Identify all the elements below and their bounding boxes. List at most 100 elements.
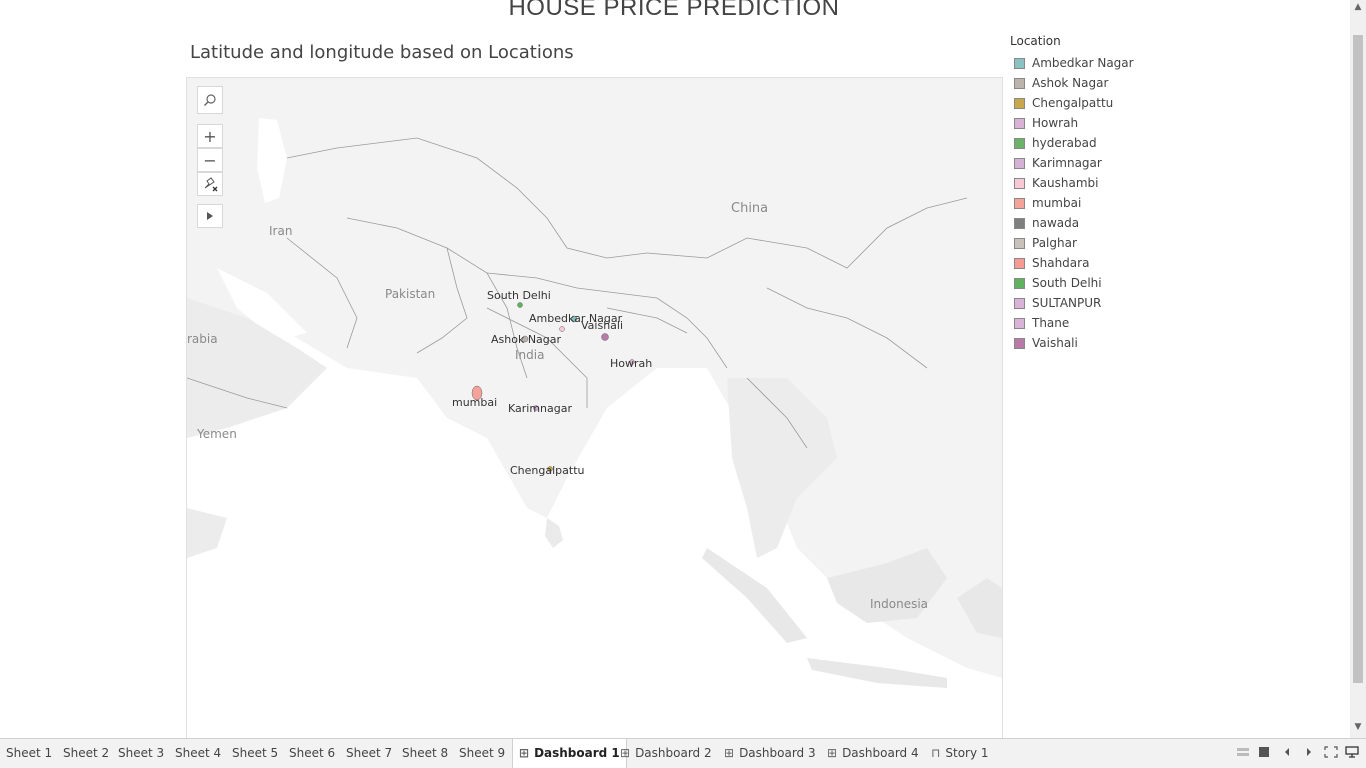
- country-label-pakistan: Pakistan: [385, 287, 436, 301]
- show-sheet-sorter-icon[interactable]: [1236, 746, 1250, 761]
- zoom-out-button[interactable]: −: [197, 148, 223, 172]
- legend-item[interactable]: Thane: [1010, 313, 1340, 333]
- tab-label: Sheet 8: [402, 746, 449, 760]
- tab-sheet-7[interactable]: Sheet 7: [340, 739, 398, 768]
- zoom-in-button[interactable]: +: [197, 124, 223, 148]
- legend-item[interactable]: Howrah: [1010, 113, 1340, 133]
- show-filmstrip-icon[interactable]: [1258, 746, 1270, 761]
- tab-sheet-9[interactable]: Sheet 9: [453, 739, 511, 768]
- legend-label: Kaushambi: [1032, 176, 1099, 190]
- location-label-howrah: Howrah: [610, 357, 653, 370]
- country-label-indonesia: Indonesia: [870, 597, 929, 611]
- legend-item[interactable]: Chengalpattu: [1010, 93, 1340, 113]
- presentation-mode-icon[interactable]: [1345, 746, 1359, 761]
- tab-dashboard-3[interactable]: ⊞ Dashboard 3: [718, 739, 822, 768]
- legend-label: Thane: [1032, 316, 1070, 330]
- legend-swatch: [1014, 257, 1025, 269]
- location-label-mumbai: mumbai: [452, 396, 498, 409]
- legend-swatch: [1014, 277, 1025, 289]
- tab-label: Sheet 3: [118, 746, 165, 760]
- tab-label: Sheet 1: [6, 746, 53, 760]
- tab-dashboard-2[interactable]: ⊞ Dashboard 2: [614, 739, 718, 768]
- tab-dashboard-4[interactable]: ⊞ Dashboard 4: [821, 739, 925, 768]
- legend-swatch: [1014, 217, 1025, 229]
- legend-item[interactable]: Ambedkar Nagar: [1010, 53, 1340, 73]
- tab-label: Dashboard 2: [635, 746, 712, 760]
- map-toolbar: + −: [197, 86, 223, 228]
- sheet-title: Latitude and longitude based on Location…: [190, 42, 574, 63]
- scroll-thumb[interactable]: [1353, 35, 1363, 683]
- legend-item[interactable]: South Delhi: [1010, 273, 1340, 293]
- next-sheet-icon[interactable]: [1305, 746, 1313, 761]
- location-label-ambedkar-nagar: Ambedkar Nagar: [529, 312, 623, 325]
- tab-sheet-3[interactable]: Sheet 3: [112, 739, 170, 768]
- tab-sheet-8[interactable]: Sheet 8: [396, 739, 454, 768]
- legend-label: Shahdara: [1032, 256, 1090, 270]
- previous-sheet-icon[interactable]: [1283, 746, 1291, 761]
- legend-item[interactable]: mumbai: [1010, 193, 1340, 213]
- location-label-vaishali: Vaishali: [581, 319, 624, 332]
- legend-item[interactable]: Kaushambi: [1010, 173, 1340, 193]
- tab-label: Dashboard 1: [534, 746, 620, 760]
- tab-label: Sheet 6: [289, 746, 336, 760]
- location-label-karimnagar: Karimnagar: [508, 402, 573, 415]
- tab-label: Dashboard 3: [739, 746, 816, 760]
- tab-label: Dashboard 4: [842, 746, 919, 760]
- legend-swatch: [1014, 177, 1025, 189]
- legend-swatch: [1014, 137, 1025, 149]
- dashboard-icon: ⊞: [519, 746, 530, 760]
- map-view[interactable]: China Iran Pakistan India rabia Yemen In…: [186, 77, 1003, 739]
- location-label-chengalpattu: Chengalpattu: [510, 464, 585, 477]
- magnifier-icon[interactable]: [197, 86, 223, 114]
- legend-item[interactable]: Shahdara: [1010, 253, 1340, 273]
- tab-label: Sheet 5: [232, 746, 279, 760]
- scroll-down-icon[interactable]: ▼: [1354, 722, 1362, 732]
- legend-swatch: [1014, 97, 1025, 109]
- tab-story-1[interactable]: ⊓ Story 1: [925, 739, 995, 768]
- legend-item[interactable]: SULTANPUR: [1010, 293, 1340, 313]
- fullscreen-icon[interactable]: [1324, 746, 1338, 761]
- legend-label: mumbai: [1032, 196, 1082, 210]
- legend-swatch: [1014, 197, 1025, 209]
- tab-label: Story 1: [945, 746, 989, 760]
- sheet-tab-bar: Sheet 1 Sheet 2 Sheet 3 Sheet 4 Sheet 5 Sheet…: [0, 738, 1366, 768]
- legend-label: Ambedkar Nagar: [1032, 56, 1134, 70]
- tab-sheet-1[interactable]: Sheet 1: [0, 739, 58, 768]
- tab-sheet-4[interactable]: Sheet 4: [169, 739, 227, 768]
- country-label-india: India: [515, 348, 545, 362]
- tab-label: Sheet 7: [346, 746, 393, 760]
- unpin-icon[interactable]: [197, 172, 223, 196]
- legend-swatch: [1014, 297, 1025, 309]
- legend-swatch: [1014, 57, 1025, 69]
- legend-label: Chengalpattu: [1032, 96, 1114, 110]
- legend-swatch: [1014, 157, 1025, 169]
- tab-sheet-2[interactable]: Sheet 2: [57, 739, 115, 768]
- country-label-china: China: [731, 201, 769, 216]
- legend-item[interactable]: Ashok Nagar: [1010, 73, 1340, 93]
- tab-sheet-6[interactable]: Sheet 6: [283, 739, 341, 768]
- legend-label: SULTANPUR: [1032, 296, 1102, 310]
- story-icon: ⊓: [931, 746, 941, 760]
- location-label-ashok-nagar: Ashok Nagar: [491, 333, 562, 346]
- dashboard-title: HOUSE PRICE PREDICTION: [508, 0, 840, 21]
- tab-dashboard-1[interactable]: ⊞ Dashboard 1: [512, 739, 627, 768]
- country-label-iran: Iran: [269, 224, 293, 238]
- legend-item[interactable]: hyderabad: [1010, 133, 1340, 153]
- legend-item[interactable]: Palghar: [1010, 233, 1340, 253]
- vertical-scrollbar[interactable]: ▲ ▼: [1350, 0, 1366, 738]
- scroll-up-icon[interactable]: ▲: [1354, 2, 1362, 12]
- legend-label: Vaishali: [1032, 336, 1078, 350]
- country-label-yemen: Yemen: [197, 427, 237, 441]
- legend-item[interactable]: Vaishali: [1010, 333, 1340, 353]
- legend-swatch: [1014, 117, 1025, 129]
- legend-label: Howrah: [1032, 116, 1079, 130]
- legend-item[interactable]: Karimnagar: [1010, 153, 1340, 173]
- tab-sheet-5[interactable]: Sheet 5: [226, 739, 284, 768]
- play-icon[interactable]: [197, 204, 223, 228]
- legend-swatch: [1014, 317, 1025, 329]
- legend-item[interactable]: nawada: [1010, 213, 1340, 233]
- legend-label: Palghar: [1032, 236, 1077, 250]
- dashboard-icon: ⊞: [620, 746, 631, 760]
- legend-swatch: [1014, 337, 1025, 349]
- legend-items: Ambedkar Nagar Ashok Nagar Chengalpattu How…: [1010, 53, 1340, 353]
